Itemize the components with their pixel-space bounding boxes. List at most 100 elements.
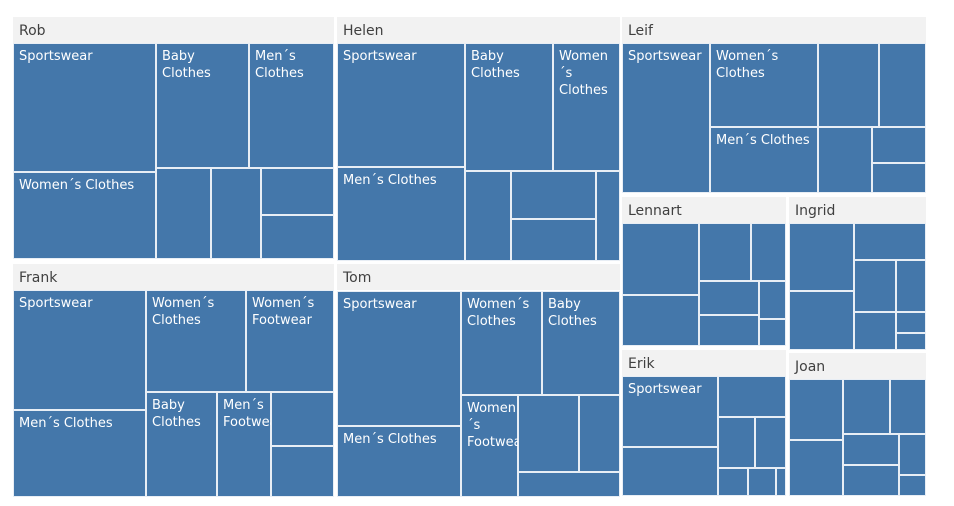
treemap-group[interactable]: Ingrid [789,197,926,350]
treemap-cell[interactable] [854,223,926,260]
treemap-cell[interactable] [872,127,926,163]
treemap-cell[interactable]: Women´s Clothes [710,43,818,127]
treemap-cell[interactable] [776,468,786,496]
treemap-cell[interactable]: Men´s Clothes [249,43,334,168]
treemap-cell[interactable] [789,223,854,291]
treemap-cell[interactable]: Women´s Clothes [13,172,156,259]
treemap-cell[interactable] [271,446,334,497]
treemap-cell[interactable] [759,281,786,319]
cell-label: Men´s Clothes [343,432,437,447]
treemap-cell[interactable] [622,447,718,496]
treemap-cell[interactable]: Men´s Clothes [710,127,818,193]
treemap-cell[interactable] [854,312,896,350]
cell-label: Women´s Clothes [467,297,530,329]
treemap-cell[interactable] [843,434,899,465]
treemap-cell[interactable] [699,281,759,315]
treemap-cell[interactable] [843,465,899,496]
treemap-cell[interactable] [789,291,854,350]
treemap-cell[interactable] [789,379,843,440]
treemap-cell[interactable] [896,333,926,350]
treemap-cell[interactable] [755,417,786,468]
treemap-cell[interactable]: Men´s Clothes [337,426,461,497]
treemap-cell[interactable]: Women´s Footwear [246,290,334,392]
treemap-cell[interactable] [872,163,926,193]
cell-label: Baby Clothes [471,49,520,81]
treemap-cell[interactable] [271,392,334,446]
group-header-label: Helen [337,17,620,43]
treemap-group[interactable]: Tom Sportswear Women´s Clothes Baby Clothes… [337,264,620,497]
treemap-cell[interactable] [261,168,334,215]
cell-label: Women´s Clothes [152,296,215,328]
treemap-cell[interactable] [622,295,699,346]
treemap-cell[interactable]: Baby Clothes [542,291,620,395]
cell-label: Men´s Clothes [255,49,304,81]
treemap-cell[interactable]: Men´s Footwear [217,392,283,497]
treemap-cell[interactable] [622,223,699,295]
treemap-cell[interactable] [211,168,261,259]
cell-label: Men´s Clothes [19,416,113,431]
treemap-cell[interactable]: Sportswear [622,43,710,193]
treemap-cell[interactable]: Sportswear [13,290,146,410]
treemap-cell[interactable] [579,395,620,472]
treemap-cell[interactable] [718,468,748,496]
treemap-cell[interactable]: Sportswear [337,291,461,426]
treemap-group[interactable]: Helen Sportswear Baby Clothes Women´s Cloth… [337,17,620,261]
treemap-cell[interactable] [156,168,211,259]
treemap-group[interactable]: Erik Sportswear [622,350,786,496]
treemap-cell[interactable] [759,319,786,346]
treemap-cell[interactable] [896,312,926,333]
treemap-group[interactable]: Frank Sportswear Women´s Clothes Women´s Fo… [13,264,334,497]
treemap-cell[interactable] [699,315,759,346]
treemap-cell[interactable] [699,223,751,281]
treemap-cell[interactable]: Sportswear [337,43,465,167]
treemap-cell[interactable] [518,472,620,497]
treemap-cell[interactable] [748,468,776,496]
treemap-cell[interactable] [518,395,579,472]
cell-label: Sportswear [628,49,702,64]
treemap-cell[interactable]: Women´s Footwear [461,395,527,497]
treemap-cell[interactable] [465,171,511,261]
cell-label: Women´s Clothes [559,49,608,98]
treemap-cell[interactable]: Baby Clothes [146,392,217,497]
treemap-cell[interactable] [511,171,596,219]
group-header-label: Tom [337,264,620,290]
treemap-group[interactable]: Lennart [622,197,786,346]
treemap-cell[interactable]: Sportswear [13,43,156,172]
treemap-cell[interactable]: Women´s Clothes [461,291,542,395]
treemap-cell[interactable] [843,379,890,434]
treemap-cell[interactable]: Women´s Clothes [553,43,620,171]
treemap-cell[interactable] [718,417,755,468]
treemap-cell[interactable] [789,440,843,496]
cell-label: Men´s Clothes [716,133,810,148]
treemap-cell[interactable]: Sportswear [622,376,718,447]
treemap-cell[interactable] [896,260,926,312]
group-header-label: Frank [13,264,334,290]
treemap-cell[interactable] [818,43,879,127]
treemap-cell[interactable] [818,127,872,193]
treemap-cell[interactable] [879,43,926,127]
group-header-label: Rob [13,17,334,43]
treemap-cell[interactable] [751,223,786,281]
treemap-cell[interactable] [718,376,786,417]
treemap-cell[interactable] [596,171,620,261]
treemap-group[interactable]: Joan [789,353,926,496]
cell-label: Women´s Footwear [467,401,527,450]
treemap-cell[interactable]: Men´s Clothes [337,167,465,261]
treemap-cell[interactable] [854,260,896,312]
treemap-group[interactable]: Rob Sportswear Baby Clothes Men´s Clothes Wo… [13,17,334,259]
treemap-cell[interactable]: Men´s Clothes [13,410,146,497]
treemap-cell[interactable] [890,379,926,434]
treemap-cell[interactable] [899,475,926,496]
cell-label: Women´s Clothes [716,49,779,81]
cell-label: Sportswear [19,296,93,311]
treemap-cell[interactable]: Women´s Clothes [146,290,246,392]
treemap-cell[interactable] [511,219,596,261]
cell-label: Sportswear [343,297,417,312]
treemap-cell[interactable]: Baby Clothes [156,43,249,168]
treemap-cell[interactable] [261,215,334,259]
treemap-group[interactable]: Leif Sportswear Women´s Clothes Men´s Cloth… [622,17,926,193]
treemap-cell[interactable]: Baby Clothes [465,43,553,171]
treemap-cell[interactable] [899,434,926,475]
cell-label: Sportswear [628,382,702,397]
